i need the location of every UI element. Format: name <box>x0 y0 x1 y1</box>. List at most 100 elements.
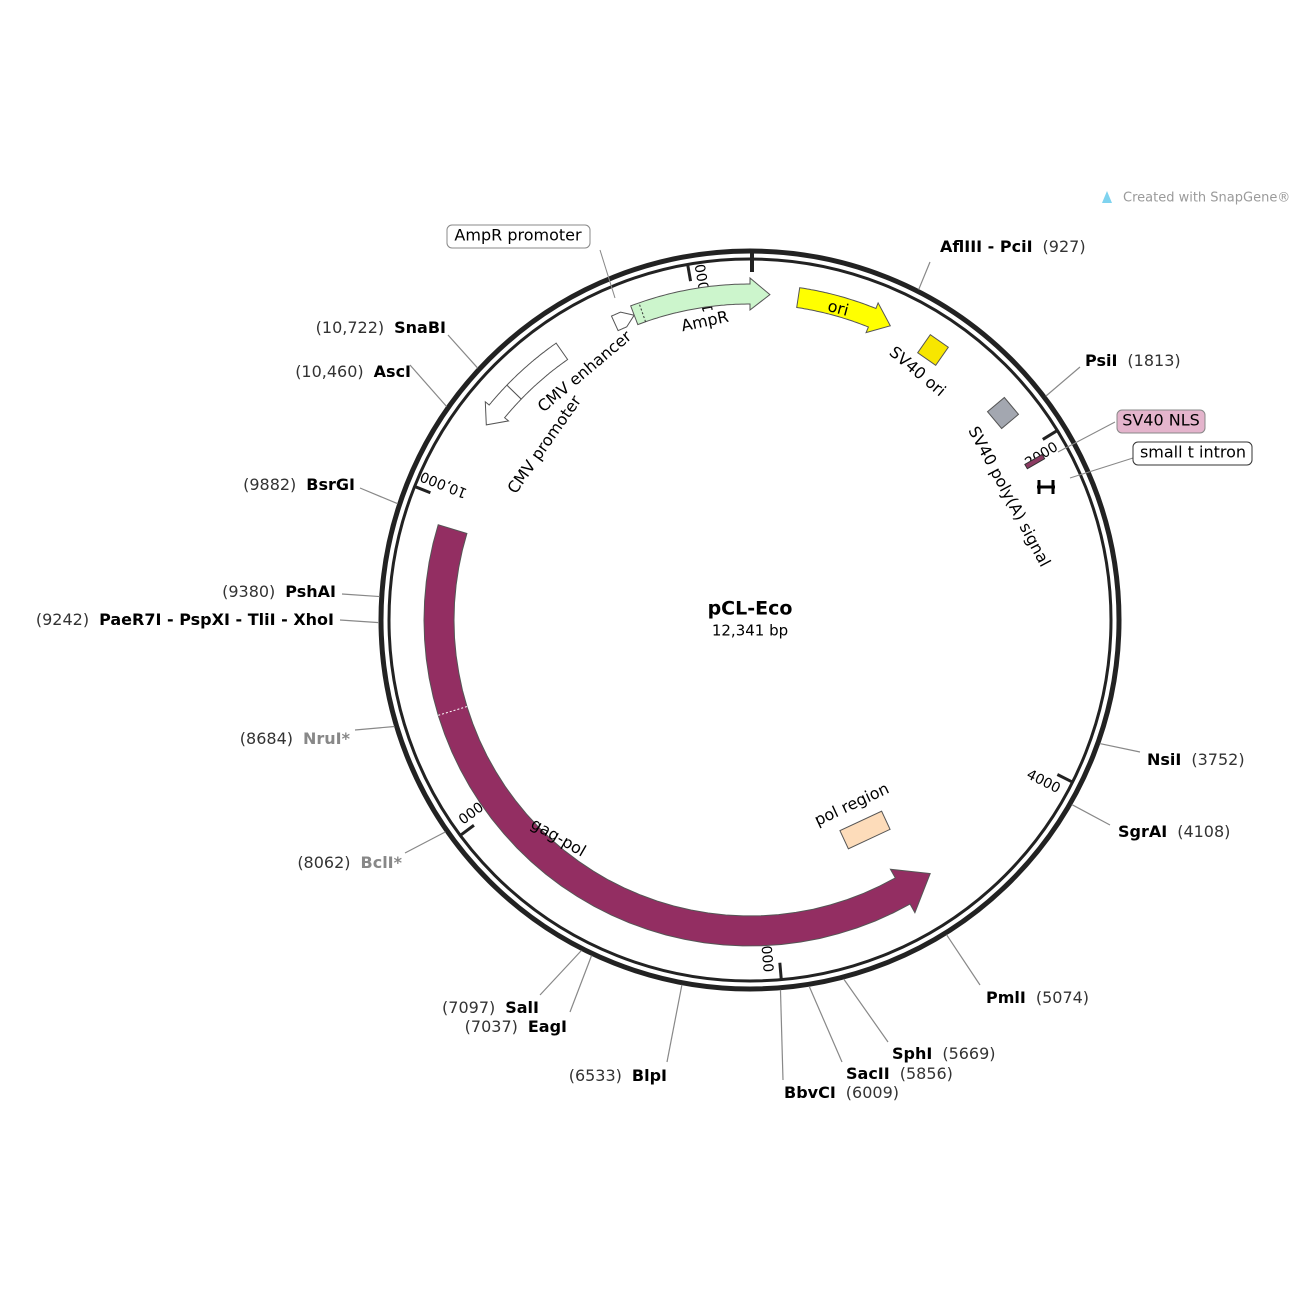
site-label: NsiI (3752) <box>1147 750 1245 769</box>
site-name: PsiI <box>1085 351 1117 370</box>
callout-leader <box>1057 421 1116 453</box>
site-position: (4108) <box>1177 822 1230 841</box>
site-position: (5669) <box>942 1044 995 1063</box>
site-name: SacII <box>846 1064 890 1083</box>
site-label: (7037) EagI <box>465 1017 567 1036</box>
backbone-inner <box>387 257 1113 983</box>
site-name: BbvCI <box>784 1083 836 1102</box>
feature-junction <box>438 706 468 716</box>
feature-cmv-promoter <box>484 384 522 426</box>
site-leader <box>339 619 380 624</box>
site-position: (8062) <box>297 853 350 872</box>
site-label: PsiI (1813) <box>1085 351 1181 370</box>
site-position: (9882) <box>243 475 296 494</box>
plasmid-name: pCL-Eco <box>708 598 793 620</box>
site-label: (9242) PaeR7I - PspXI - TliI - XhoI <box>36 610 334 629</box>
feature-sv40-nls <box>1024 453 1046 470</box>
site-name: AscI <box>374 362 411 381</box>
site-leader <box>666 984 683 1063</box>
feature-label: AmpR <box>679 307 730 336</box>
site-label: (8062) BclI* <box>297 853 402 872</box>
site-position: (6009) <box>846 1083 899 1102</box>
callout-box <box>1132 441 1253 466</box>
tick-mark <box>414 485 431 495</box>
feature-small-t-intron <box>1037 480 1055 494</box>
feature-sv40-polya <box>986 396 1020 430</box>
site-name: PmlI <box>986 988 1026 1007</box>
watermark: Created with SnapGene® <box>1102 191 1290 206</box>
watermark-text: Created with SnapGene® <box>1123 191 1290 206</box>
site-position: (5074) <box>1036 988 1089 1007</box>
site-name: BlpI <box>632 1066 667 1085</box>
site-leader <box>843 978 889 1043</box>
site-label: PmlI (5074) <box>986 988 1089 1007</box>
feature-label: AmpR promoter <box>454 226 582 245</box>
site-position: (10,722) <box>316 318 384 337</box>
site-position: (927) <box>1043 237 1086 256</box>
feature-ampr-promoter <box>610 311 636 332</box>
site-label: (8684) NruI* <box>240 729 351 748</box>
site-position: (10,460) <box>295 362 363 381</box>
site-position: (9380) <box>222 582 275 601</box>
feature-label: small t intron <box>1140 443 1246 462</box>
feature-gag-pol <box>423 524 931 947</box>
site-leader <box>946 934 981 986</box>
site-leader <box>341 593 380 598</box>
feature-sv40-ori <box>916 333 950 367</box>
site-position: (8684) <box>240 729 293 748</box>
site-name: AflIII - PciI <box>940 237 1033 256</box>
feature-label: ori <box>826 296 851 320</box>
tick-mark <box>1042 429 1058 441</box>
feature-ori <box>796 287 892 334</box>
site-position: (6533) <box>569 1066 622 1085</box>
site-name: NsiI <box>1147 750 1181 769</box>
site-position: (7097) <box>442 998 495 1017</box>
feature-junction <box>638 302 647 322</box>
site-name: PshAI <box>285 582 336 601</box>
site-label: (7097) SalI <box>442 998 539 1017</box>
site-label: (9882) BsrGI <box>243 475 355 494</box>
site-leader <box>354 725 395 731</box>
site-position: (5856) <box>900 1064 953 1083</box>
site-name: BclI* <box>361 853 403 872</box>
site-label: (10,722) SnaBI <box>316 318 446 337</box>
site-name: SnaBI <box>394 318 446 337</box>
feature-pol-region <box>839 810 891 850</box>
feature-label: SV40 NLS <box>1122 411 1200 430</box>
site-leader <box>1099 742 1141 753</box>
callout-box <box>446 224 591 249</box>
site-leader <box>404 831 446 854</box>
site-leader <box>447 334 479 369</box>
site-label: SgrAI (4108) <box>1118 822 1230 841</box>
site-name: NruI* <box>303 729 351 748</box>
logo <box>1102 191 1112 203</box>
site-leader <box>1071 804 1111 826</box>
site-name: BsrGI <box>306 475 355 494</box>
tick-mark <box>686 265 693 282</box>
site-name: SalI <box>505 998 539 1017</box>
plasmid-length: 12,341 bp <box>712 622 788 640</box>
site-leader <box>569 955 593 1013</box>
site-name: EagI <box>528 1017 567 1036</box>
site-label: BbvCI (6009) <box>784 1083 899 1102</box>
callout-leader <box>599 249 616 299</box>
site-leader <box>1045 366 1081 397</box>
callout-box <box>1116 409 1206 434</box>
site-label: (9380) PshAI <box>222 582 336 601</box>
site-leader <box>539 950 582 996</box>
feature-ampr <box>630 276 771 326</box>
site-position: (1813) <box>1127 351 1180 370</box>
tick-mark <box>778 962 783 979</box>
site-leader <box>409 364 448 407</box>
site-position: (7037) <box>465 1017 518 1036</box>
tick-label: 4000 <box>1024 767 1063 797</box>
site-leader <box>359 487 398 505</box>
site-leader <box>918 261 931 290</box>
site-name: SgrAI <box>1118 822 1167 841</box>
site-label: SacII (5856) <box>846 1064 953 1083</box>
site-label: SphI (5669) <box>892 1044 996 1063</box>
tick-mark <box>460 824 475 837</box>
site-leader <box>779 989 784 1081</box>
site-name: SphI <box>892 1044 932 1063</box>
